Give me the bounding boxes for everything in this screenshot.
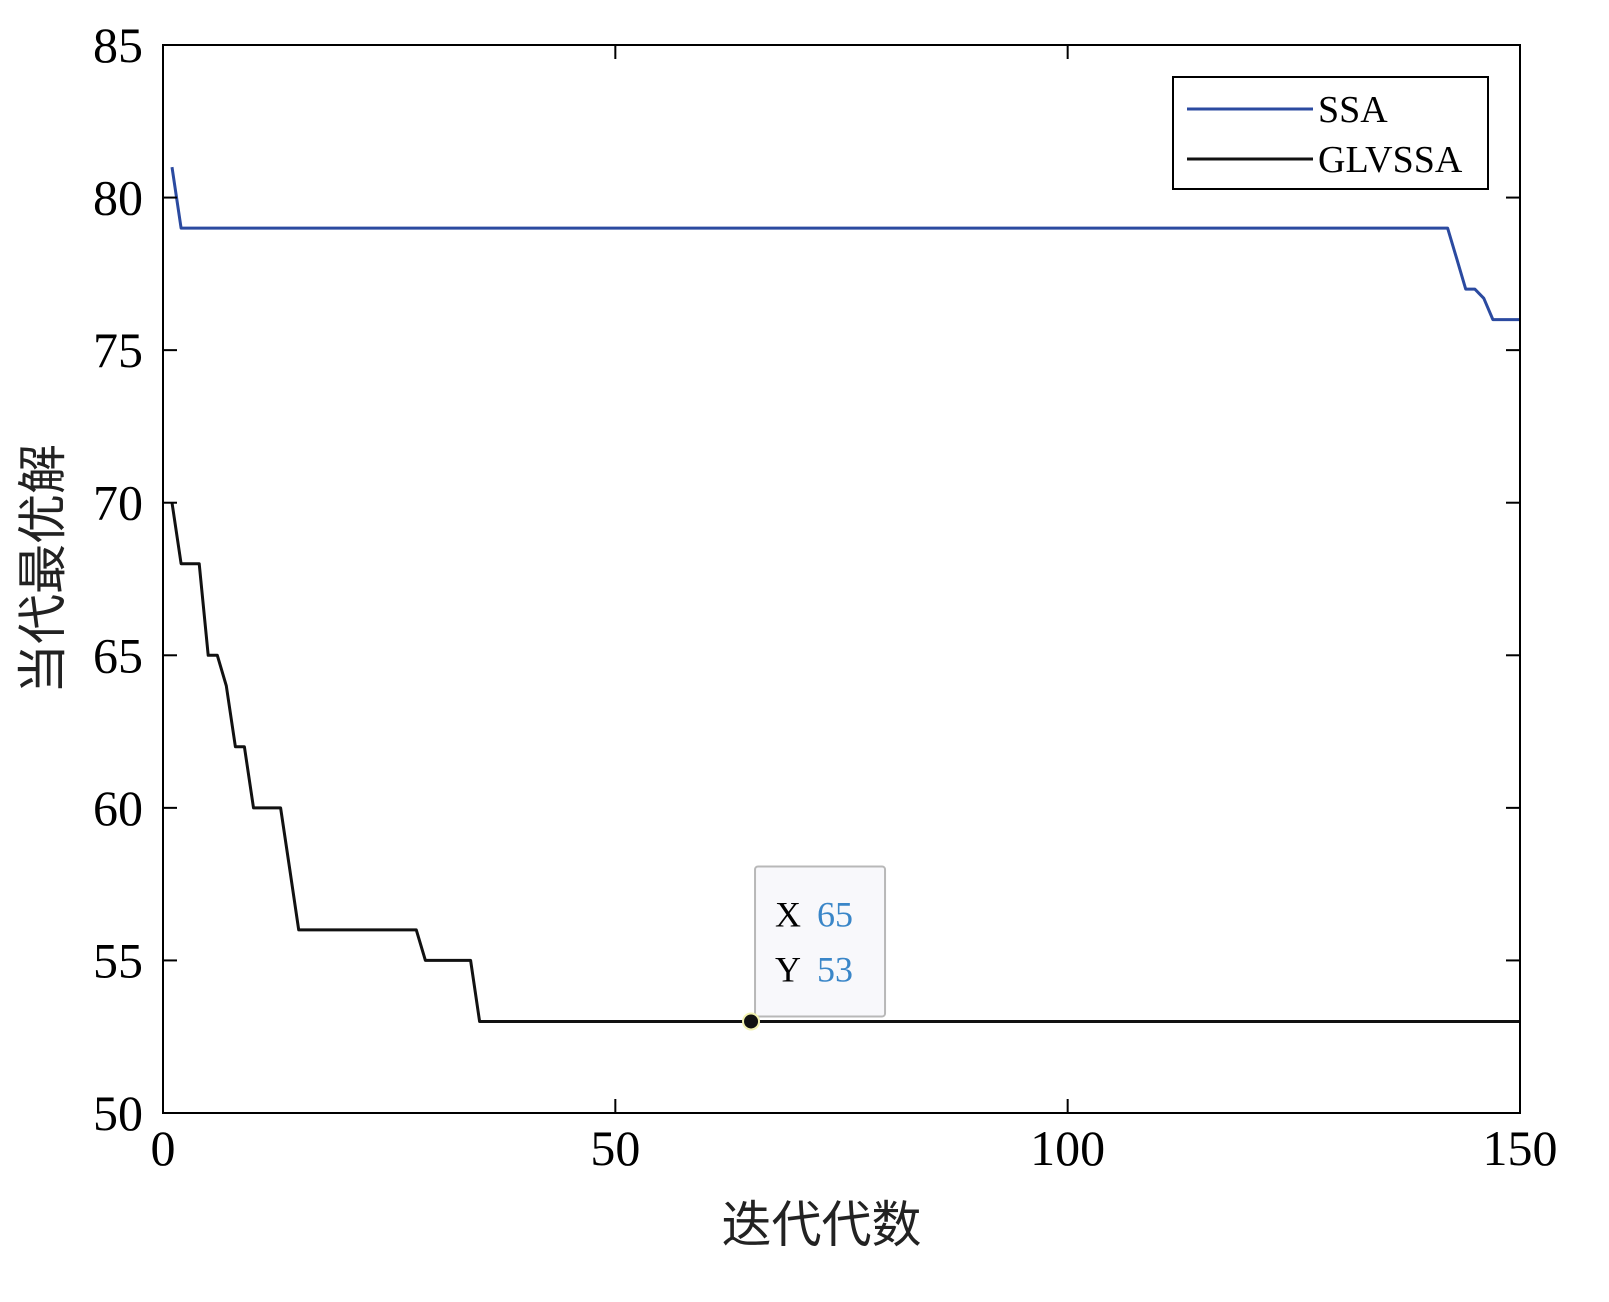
y-tick-label: 50: [93, 1085, 143, 1141]
datatip-marker[interactable]: [742, 1012, 761, 1031]
datatip-x-value: 65: [817, 894, 853, 934]
y-tick-label: 85: [93, 17, 143, 73]
y-tick-label: 55: [93, 932, 143, 988]
series-layer: [170, 166, 1520, 1023]
x-tick-label: 100: [1030, 1120, 1105, 1176]
x-tick-label: 0: [151, 1120, 176, 1176]
datatip[interactable]: X 65 Y 53: [742, 865, 887, 1031]
legend[interactable]: SSA GLVSSA: [1172, 76, 1489, 190]
x-axis-label: 迭代代数: [722, 1196, 922, 1254]
datatip-box: [754, 865, 887, 1018]
datatip-y-label: Y: [775, 949, 801, 989]
series-line-ssa: [170, 166, 1520, 322]
y-tick-label: 60: [93, 780, 143, 836]
y-axis-label: 当代最优解: [14, 444, 72, 694]
legend-box: [1172, 76, 1489, 190]
y-tick-label: 75: [93, 322, 143, 378]
datatip-x-label: X: [775, 894, 801, 934]
y-tick-label: 80: [93, 170, 143, 226]
x-tick-label: 150: [1483, 1120, 1558, 1176]
y-tick-label: 70: [93, 475, 143, 531]
x-tick-label: 50: [590, 1120, 640, 1176]
axes-box: [162, 44, 1521, 1114]
legend-label-glvssa: GLVSSA: [1318, 139, 1463, 181]
y-tick-label: 65: [93, 627, 143, 683]
legend-label-ssa: SSA: [1318, 89, 1388, 131]
datatip-y-value: 53: [817, 949, 853, 989]
series-line-glvssa: [170, 502, 1520, 1023]
